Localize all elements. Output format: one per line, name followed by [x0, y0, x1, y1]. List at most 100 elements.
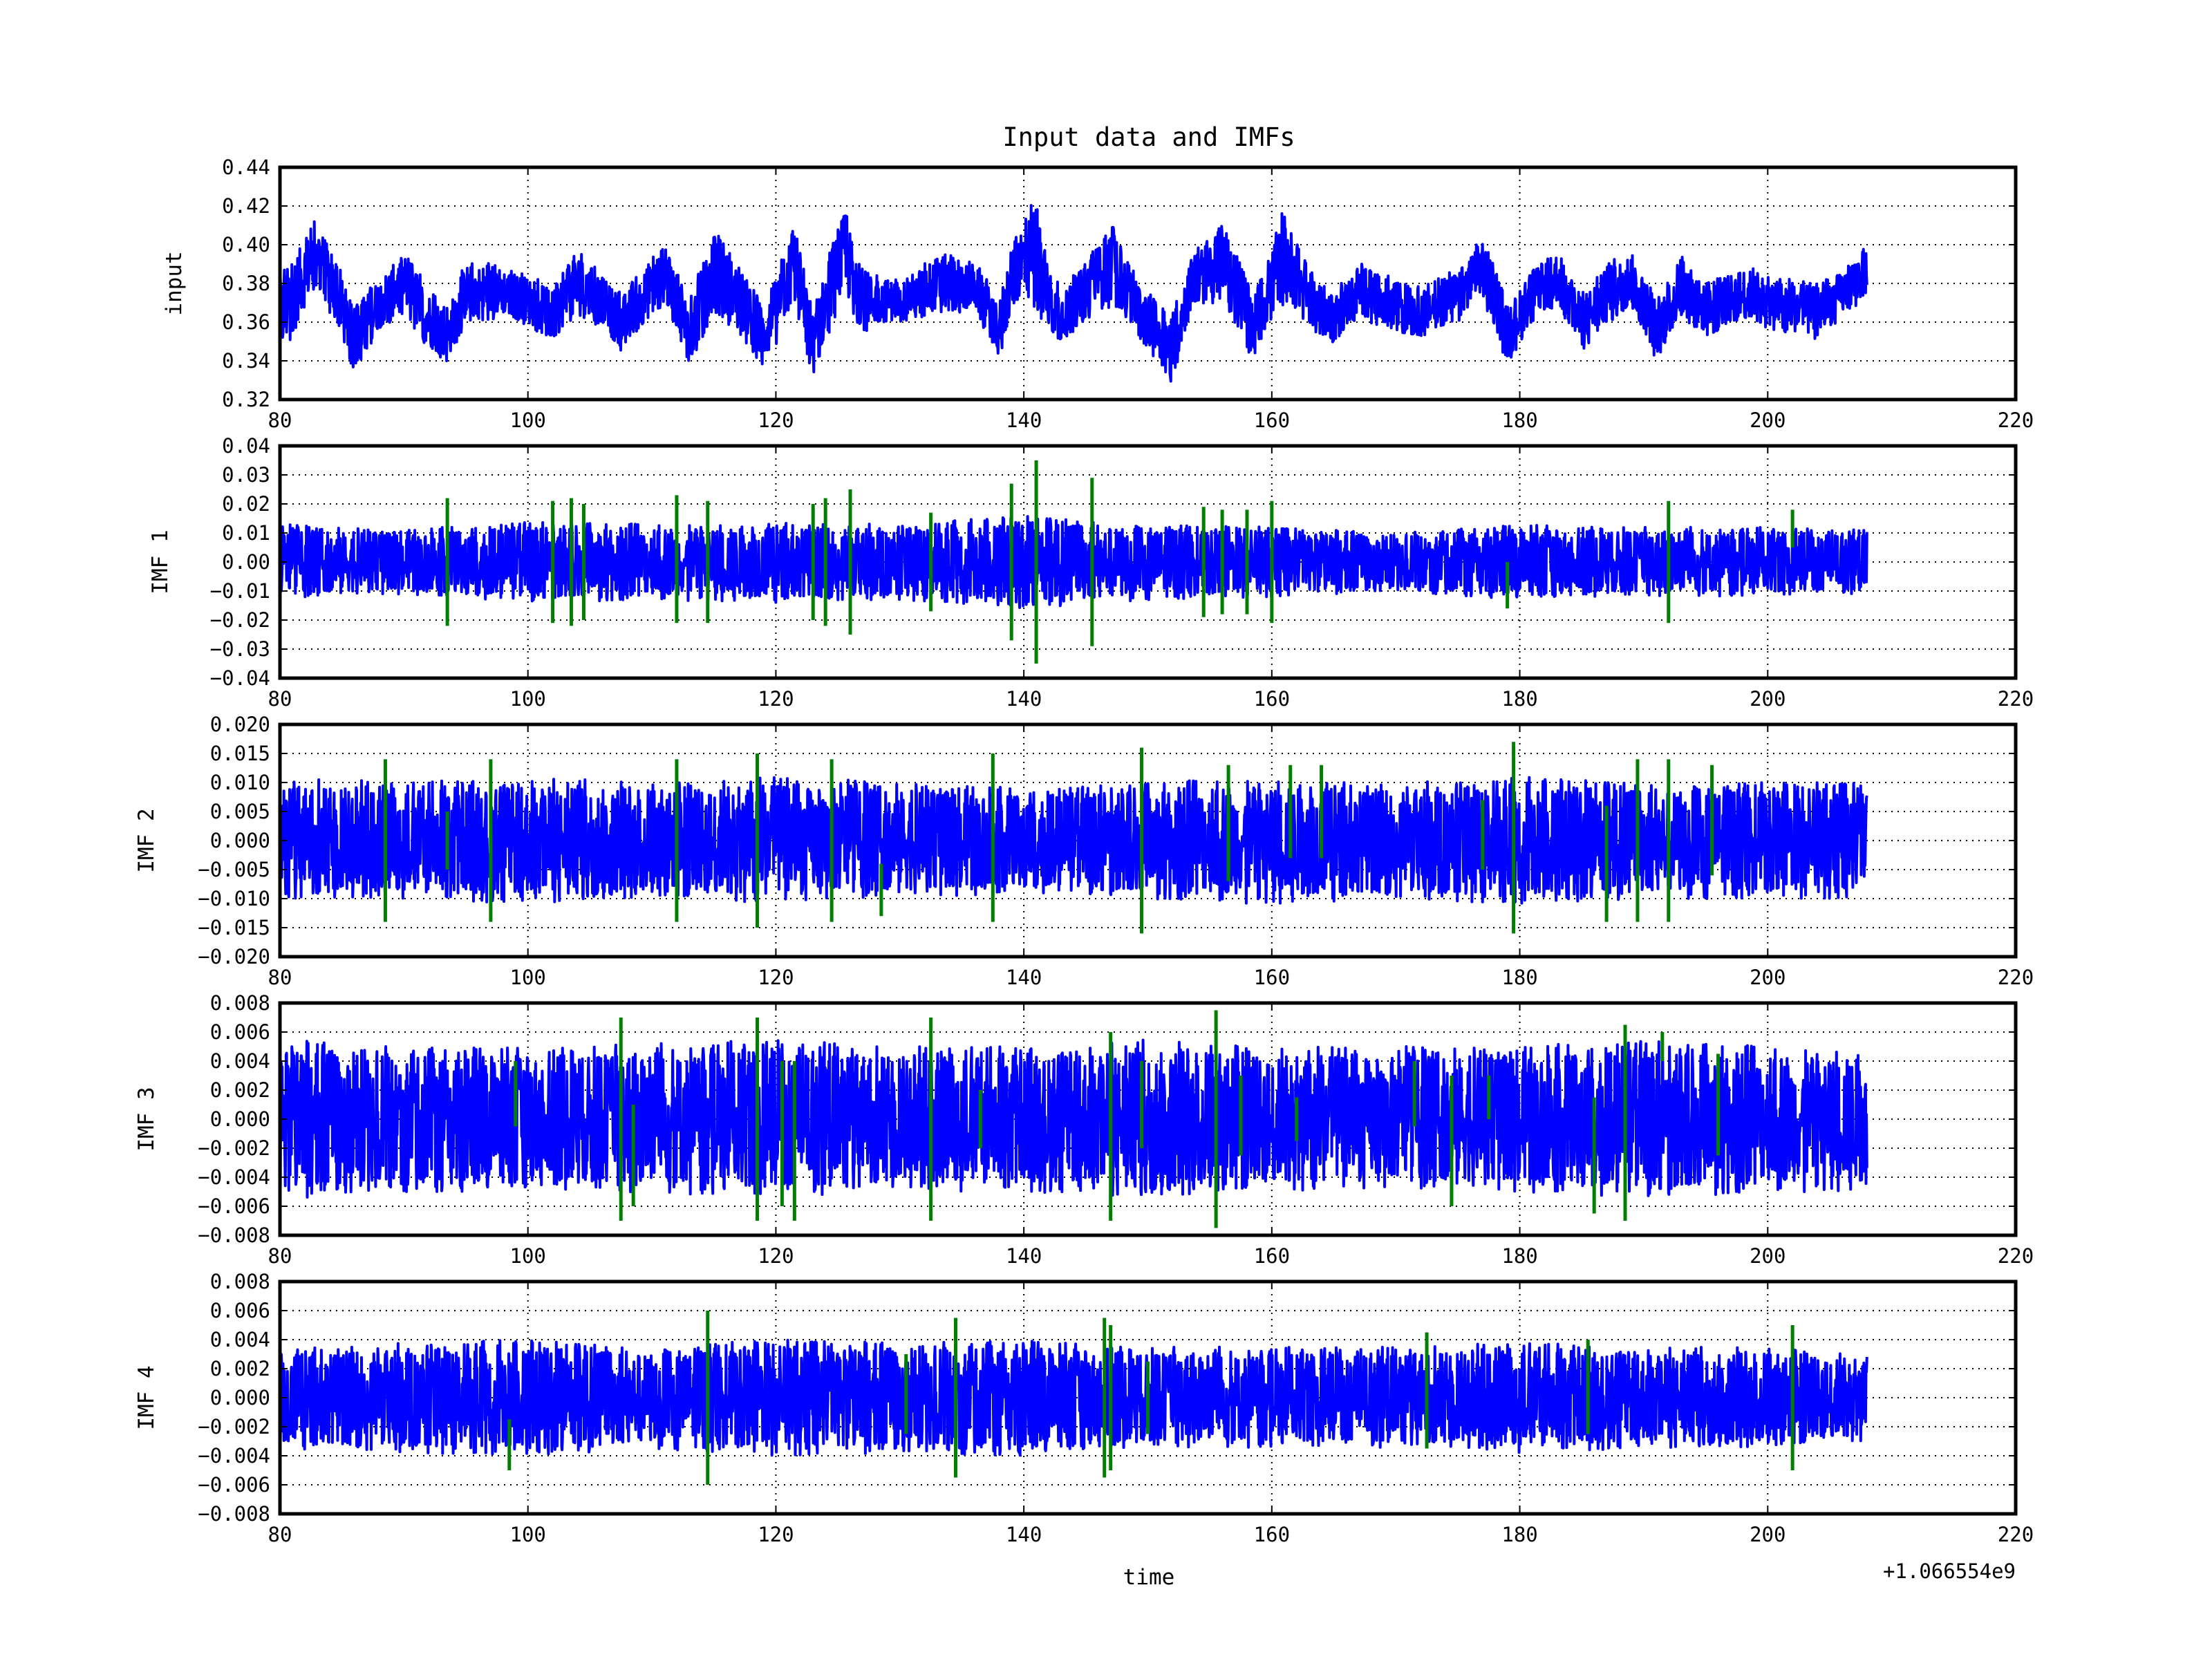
y-tick-label: −0.04	[210, 666, 270, 690]
subplot-4: 80 100 120 140 160 180 200 220 −0.008 −0.006 −0.00…	[134, 991, 2034, 1268]
x-tick-label: 140	[1006, 687, 1042, 711]
y-axis-label: IMF 2	[134, 808, 159, 872]
subplot-5: 80 100 120 140 160 180 200 220 −0.008 −0.006 −0.00…	[134, 1270, 2034, 1546]
y-tick-label: 0.44	[222, 156, 270, 179]
x-tick-label: 100	[510, 1523, 546, 1546]
x-tick-label: 120	[758, 1244, 794, 1268]
y-tick-label: 0.000	[210, 1386, 270, 1409]
y-tick-label: 0.015	[210, 742, 270, 765]
y-tick-label: −0.02	[210, 608, 270, 632]
y-tick-label: −0.03	[210, 637, 270, 661]
subplot-1: 80 100 120 140 160 180 200 220 0.32 0.34 0.36 0.38 0…	[162, 156, 2034, 432]
y-axis-label: input	[162, 251, 187, 315]
x-tick-label: 120	[758, 409, 794, 432]
y-axis-label: IMF 3	[134, 1087, 159, 1151]
y-tick-label: 0.008	[210, 991, 270, 1015]
x-tick-label: 80	[268, 687, 292, 711]
plot-area	[280, 742, 1868, 934]
y-tick-label: 0.03	[222, 463, 270, 487]
grid	[280, 167, 2016, 400]
plot-area	[280, 204, 1868, 383]
y-tick-label: 0.32	[222, 388, 270, 411]
y-tick-label: 0.40	[222, 233, 270, 256]
x-tick-label: 220	[1998, 409, 2034, 432]
x-tick-label: 180	[1501, 1244, 1537, 1268]
y-axis-label: IMF 1	[148, 529, 173, 594]
x-tick-label: 180	[1501, 409, 1537, 432]
ticks	[279, 1281, 2016, 1515]
x-tick-label: 160	[1254, 966, 1290, 989]
x-tick-label: 100	[510, 1244, 546, 1268]
x-tick-label: 220	[1998, 966, 2034, 989]
ticks	[279, 167, 2016, 400]
signal-trace	[280, 1038, 1868, 1199]
y-tick-label: −0.006	[198, 1473, 270, 1497]
y-tick-label: 0.005	[210, 800, 270, 823]
y-tick-label: −0.010	[198, 887, 270, 910]
y-tick-label: 0.006	[210, 1020, 270, 1044]
x-tick-label: 160	[1254, 1244, 1290, 1268]
y-tick-label: −0.005	[198, 858, 270, 881]
grid	[280, 1282, 2016, 1514]
grid	[280, 1003, 2016, 1235]
x-tick-label: 80	[268, 1523, 292, 1546]
plot-area	[280, 1010, 1868, 1228]
y-tick-label: 0.02	[222, 492, 270, 516]
x-tick-label: 180	[1501, 966, 1537, 989]
x-tick-label: 200	[1750, 1244, 1785, 1268]
y-tick-label: −0.020	[198, 945, 270, 968]
signal-trace	[280, 515, 1868, 609]
y-tick-label: 0.006	[210, 1299, 270, 1322]
y-tick-label: 0.000	[210, 1107, 270, 1131]
y-tick-label: 0.04	[222, 434, 270, 458]
x-axis-label: time	[1123, 1565, 1175, 1590]
grid	[280, 724, 2016, 957]
x-axis-offset-label: +1.066554e9	[1883, 1559, 2016, 1583]
x-tick-label: 100	[510, 687, 546, 711]
ticks	[279, 445, 2016, 679]
subplot-3: 80 100 120 140 160 180 200 220 −0.020 −0.015 −0.01…	[134, 713, 2034, 989]
x-tick-label: 140	[1006, 1244, 1042, 1268]
signal-trace	[280, 776, 1868, 905]
x-tick-label: 120	[758, 966, 794, 989]
plot-area	[280, 460, 1868, 664]
chart-title: Input data and IMFs	[1002, 122, 1295, 152]
y-tick-label: 0.002	[210, 1078, 270, 1102]
x-tick-label: 120	[758, 1523, 794, 1546]
x-tick-label: 160	[1254, 687, 1290, 711]
y-tick-label: 0.34	[222, 349, 270, 373]
subplot-2: 80 100 120 140 160 180 200 220 −0.04 −0.03 −0.02 −0…	[148, 434, 2034, 711]
x-tick-label: 140	[1006, 966, 1042, 989]
y-tick-label: −0.004	[198, 1165, 270, 1189]
y-axis-label: IMF 4	[134, 1365, 159, 1430]
y-tick-label: 0.01	[222, 521, 270, 545]
x-tick-label: 120	[758, 687, 794, 711]
x-tick-label: 200	[1750, 409, 1785, 432]
x-tick-label: 140	[1006, 409, 1042, 432]
y-tick-label: 0.002	[210, 1357, 270, 1380]
signal-trace	[280, 204, 1868, 383]
x-tick-label: 160	[1254, 1523, 1290, 1546]
y-tick-label: 0.36	[222, 310, 270, 334]
x-tick-label: 80	[268, 1244, 292, 1268]
x-tick-label: 80	[268, 966, 292, 989]
y-tick-label: 0.42	[222, 194, 270, 218]
y-tick-label: 0.00	[222, 550, 270, 574]
x-tick-label: 200	[1750, 966, 1785, 989]
y-tick-label: 0.004	[210, 1328, 270, 1351]
signal-trace	[280, 1338, 1868, 1457]
y-tick-label: −0.006	[198, 1194, 270, 1218]
y-tick-label: −0.002	[198, 1136, 270, 1160]
x-tick-label: 220	[1998, 687, 2034, 711]
x-tick-label: 100	[510, 409, 546, 432]
y-tick-label: 0.38	[222, 272, 270, 295]
ticks	[279, 1002, 2016, 1236]
y-tick-label: 0.000	[210, 829, 270, 852]
y-tick-label: 0.010	[210, 771, 270, 794]
plot-area	[280, 1311, 1868, 1485]
x-tick-label: 100	[510, 966, 546, 989]
y-tick-label: −0.008	[198, 1502, 270, 1526]
x-tick-label: 140	[1006, 1523, 1042, 1546]
panels: 80 100 120 140 160 180 200 220 0.32 0.34 0.36 0.38 0…	[134, 156, 2034, 1546]
